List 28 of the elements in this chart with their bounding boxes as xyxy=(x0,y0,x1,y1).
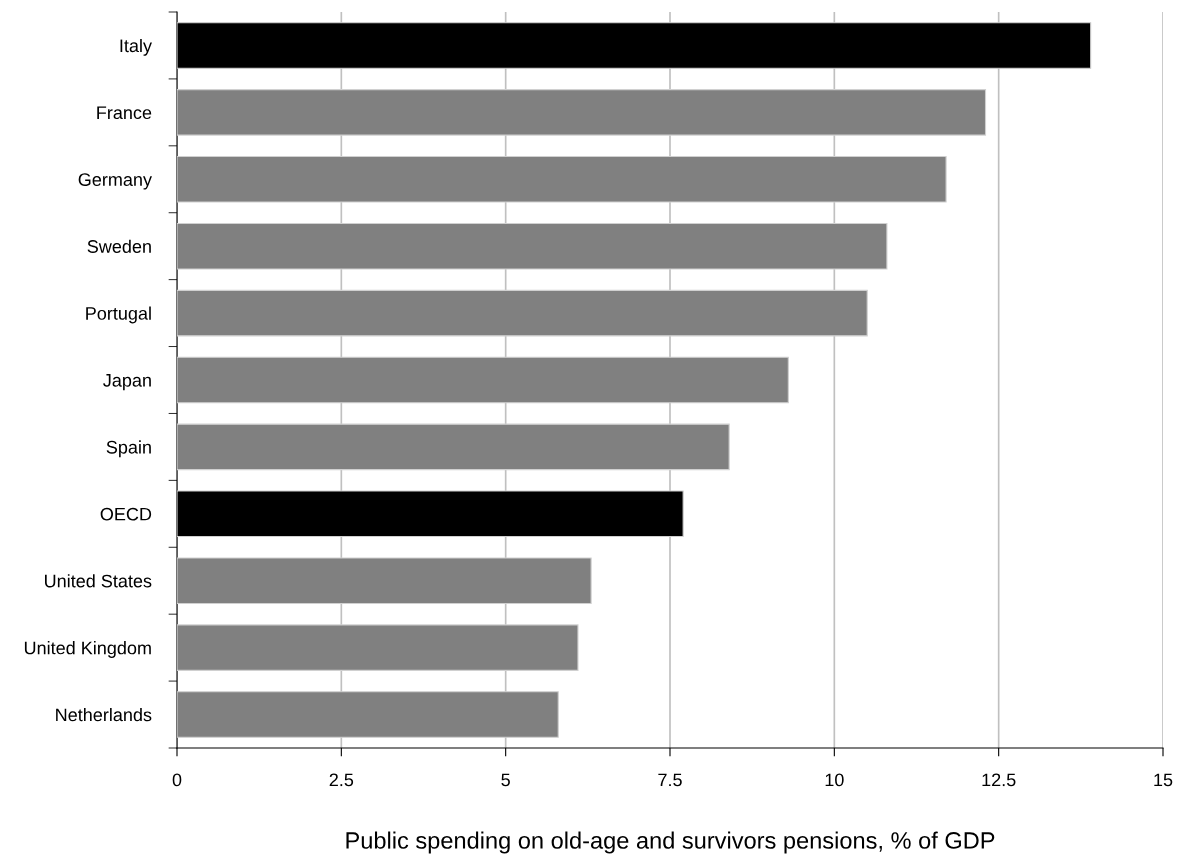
y-tick-label: Spain xyxy=(106,440,151,458)
bar xyxy=(177,89,987,136)
y-tick-label: Italy xyxy=(120,38,152,56)
y-tick-label: Netherlands xyxy=(56,708,152,722)
y-tick-label: United Kingdom xyxy=(24,641,151,658)
bar xyxy=(177,423,730,471)
x-axis-title: Public spending on old-age and survivors pensions, % of GDP xyxy=(346,831,995,854)
y-tick-label: France xyxy=(97,106,152,120)
y-tick-label: OECD xyxy=(100,507,152,521)
bar xyxy=(177,691,559,738)
bar xyxy=(177,155,947,203)
y-tick-label: United States xyxy=(45,574,152,588)
bar xyxy=(177,624,579,671)
x-tick-label: 5 xyxy=(501,773,510,787)
x-tick-label: 2.5 xyxy=(329,773,354,787)
y-tick-label: Sweden xyxy=(87,239,151,253)
bar xyxy=(177,356,789,404)
x-tick-label: 15 xyxy=(1154,773,1173,787)
x-tick-label: 10 xyxy=(825,773,844,787)
y-tick-label: Japan xyxy=(103,374,151,391)
x-tick-label: 12.5 xyxy=(982,773,1016,787)
y-tick-label: Portugal xyxy=(86,306,151,324)
bar xyxy=(177,289,868,337)
x-tick-label: 0 xyxy=(172,773,182,787)
x-tick-label: 7.5 xyxy=(658,773,682,787)
y-tick-label: Germany xyxy=(78,173,152,190)
bar xyxy=(177,222,888,270)
bar xyxy=(177,557,592,605)
